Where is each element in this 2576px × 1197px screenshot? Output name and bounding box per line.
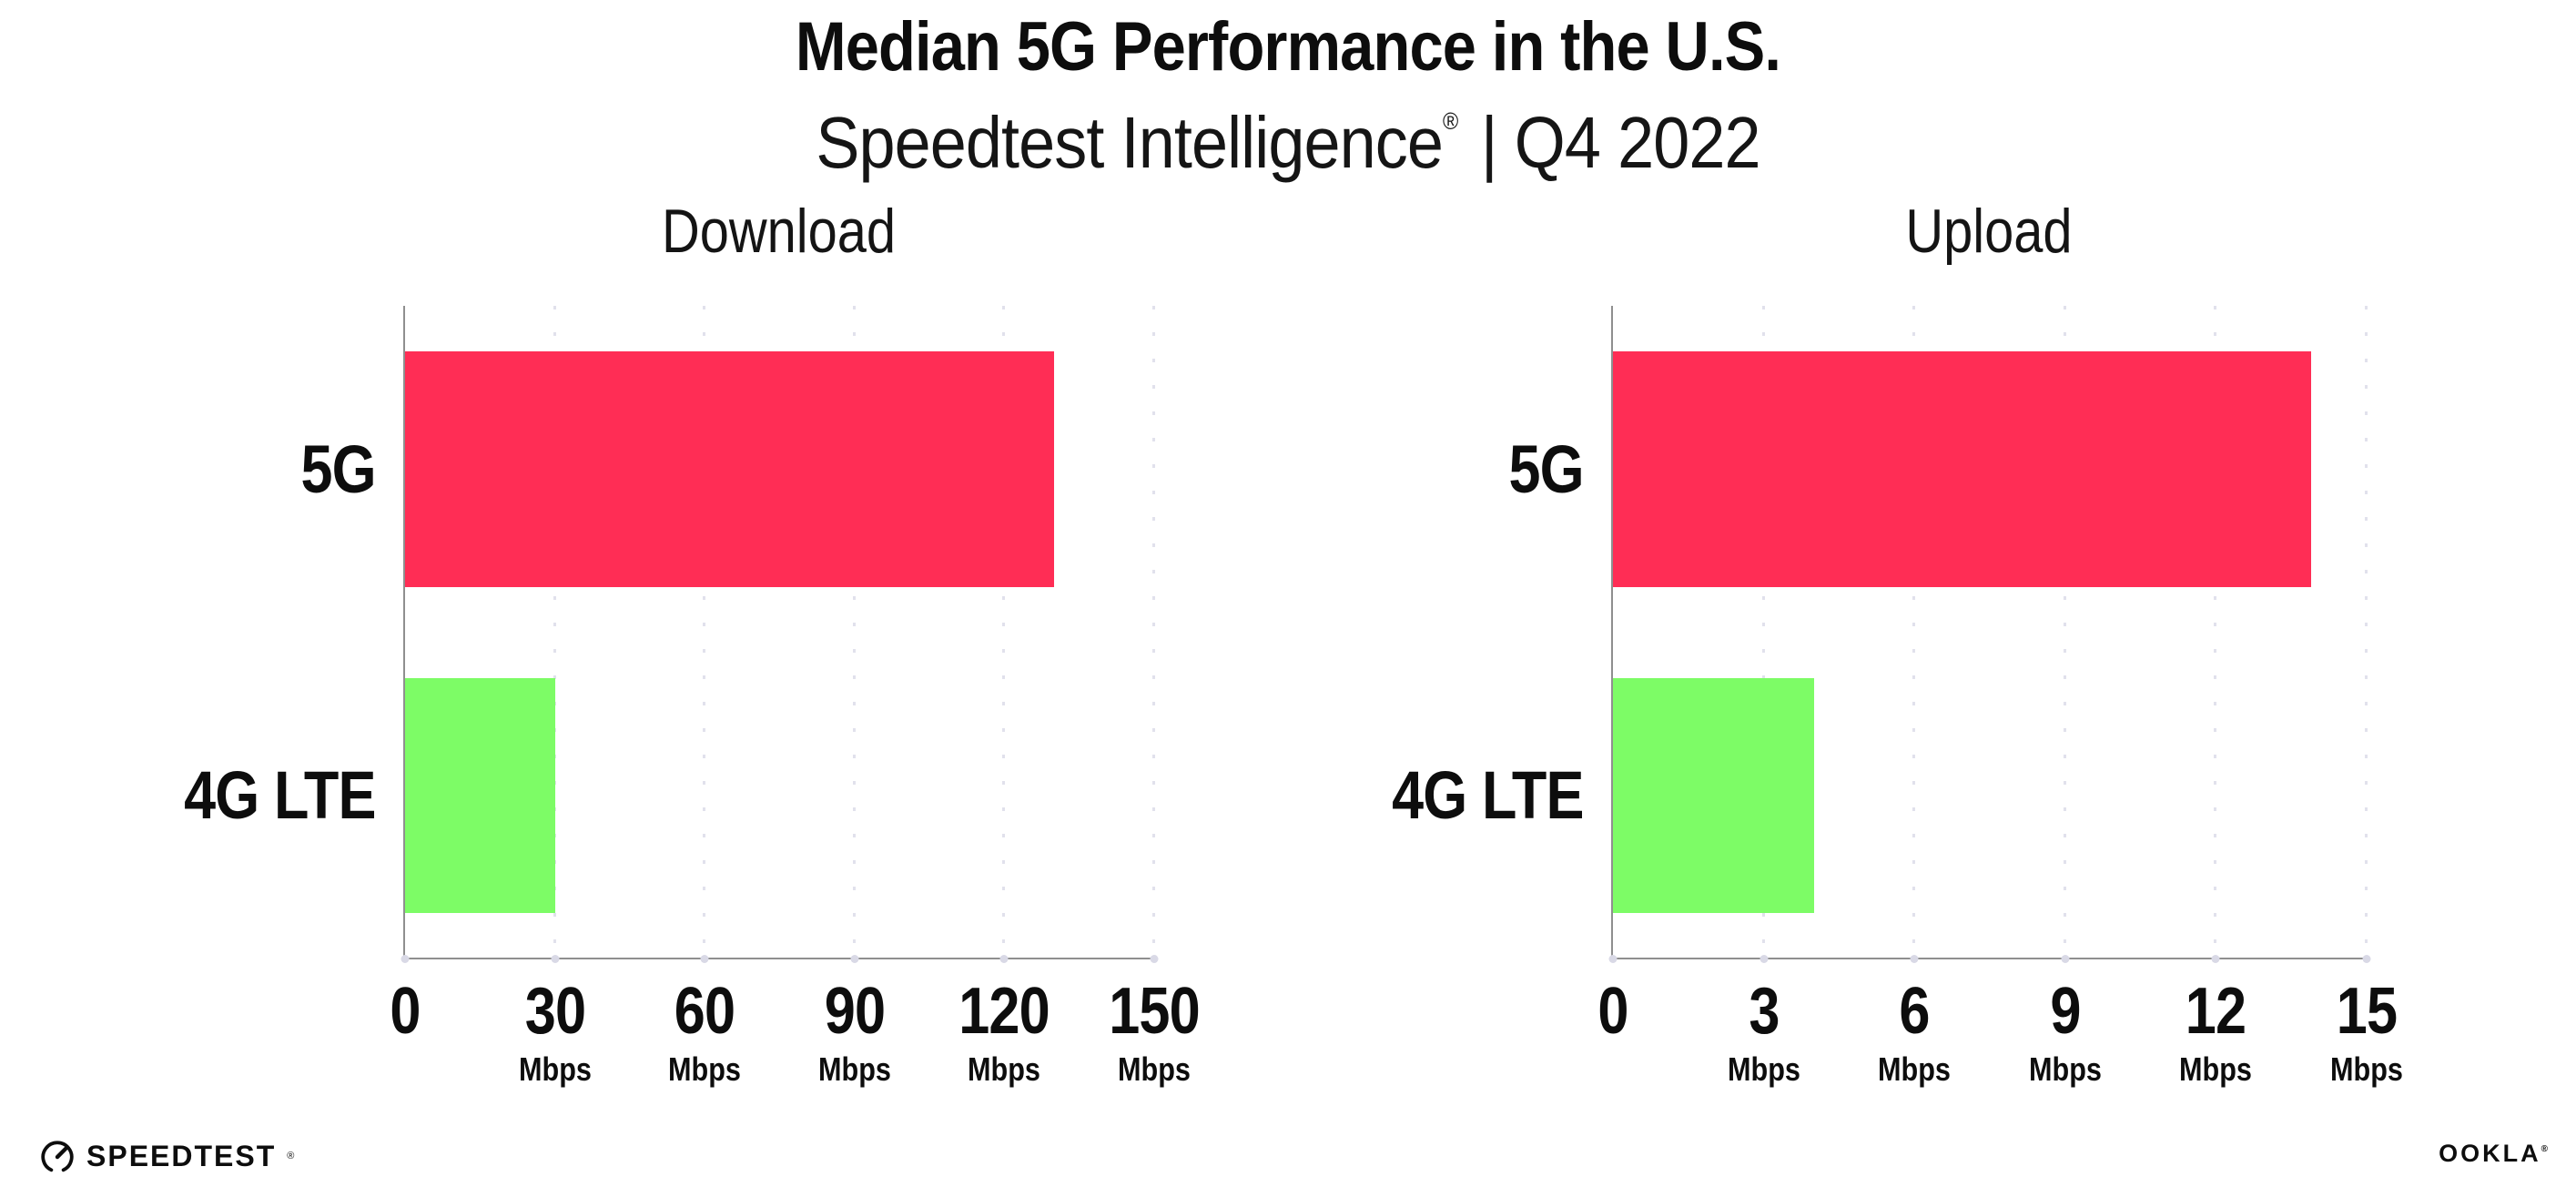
- x-tick-label: 15 Mbps: [2330, 979, 2403, 1086]
- tick-unit: Mbps: [1878, 1050, 1952, 1088]
- tick-value: 90: [824, 975, 886, 1048]
- tick-value: 3: [1748, 975, 1780, 1048]
- tick-value: 15: [2336, 975, 2398, 1048]
- speedtest-logo: SPEEDTEST ®: [38, 1134, 294, 1178]
- axis-tick-dot: [401, 955, 410, 963]
- axis-tick-dot: [700, 955, 709, 963]
- gridline: [852, 306, 856, 958]
- subtitle-brand: Speedtest Intelligence: [816, 102, 1444, 183]
- axis-tick-dot: [2211, 955, 2220, 963]
- tick-unit: Mbps: [1727, 1050, 1800, 1088]
- x-tick-label: 0: [1597, 979, 1628, 1044]
- tick-unit: Mbps: [2330, 1050, 2403, 1088]
- bar-4g-lte: [1613, 678, 1814, 913]
- category-label: 5G: [1508, 431, 1585, 507]
- axis-tick-dot: [1910, 955, 1919, 963]
- gridline: [703, 306, 706, 958]
- axis-tick-dot: [2362, 955, 2371, 963]
- category-label: 4G LTE: [1392, 757, 1585, 833]
- plot-area: 0 30 Mbps 60 Mbps 90 Mbps 120 Mbps 150 Mbps 5G 4G LT…: [185, 306, 1201, 1086]
- axis-tick-dot: [2061, 955, 2070, 963]
- tick-unit: Mbps: [668, 1050, 742, 1088]
- ookla-logo: OOKLA®: [2439, 1141, 2551, 1166]
- axis-tick-dot: [1608, 955, 1618, 963]
- ookla-wordmark: OOKLA: [2439, 1140, 2541, 1167]
- subtitle-period: | Q4 2022: [1480, 102, 1761, 183]
- x-tick-label: 120 Mbps: [959, 979, 1050, 1086]
- tick-value: 60: [674, 975, 735, 1048]
- tick-unit: Mbps: [518, 1050, 592, 1088]
- tick-value: 0: [1597, 975, 1628, 1048]
- registered-mark: ®: [2541, 1144, 2551, 1154]
- gridline: [1761, 306, 1765, 958]
- tick-unit: Mbps: [968, 1050, 1041, 1088]
- tick-value: 12: [2186, 975, 2246, 1048]
- tick-unit: Mbps: [1118, 1050, 1191, 1088]
- bar-5g: [405, 351, 1055, 587]
- tick-value: 0: [390, 975, 421, 1048]
- category-label: 5G: [300, 431, 377, 507]
- tick-value: 6: [1899, 975, 1931, 1048]
- tick-unit: Mbps: [817, 1050, 891, 1088]
- speedtest-gauge-icon: [41, 1141, 74, 1172]
- x-tick-label: 150 Mbps: [1109, 979, 1200, 1086]
- plot-area: 0 3 Mbps 6 Mbps 9 Mbps 12 Mbps 15 Mbps 5G 4G LTE: [1393, 306, 2403, 1086]
- upload-chart: Upload 0 3 Mbps 6 Mbps 9 Mbps 12 Mbps 15 Mbps 5G 4G L…: [1393, 200, 2403, 1086]
- gridline: [1002, 306, 1006, 958]
- tick-value: 150: [1109, 975, 1200, 1048]
- page-subtitle: Speedtest Intelligence® | Q4 2022: [129, 107, 2448, 179]
- x-tick-label: 6 Mbps: [1878, 979, 1951, 1086]
- axis-tick-dot: [1760, 955, 1769, 963]
- tick-value: 30: [524, 975, 585, 1048]
- axis-tick-dot: [551, 955, 560, 963]
- x-tick-label: 3 Mbps: [1728, 979, 1800, 1086]
- axis-tick-dot: [999, 955, 1009, 963]
- bar-5g: [1613, 351, 2312, 587]
- axis-tick-dot: [850, 955, 859, 963]
- chart-title: Download: [661, 197, 897, 266]
- registered-mark: ®: [1443, 107, 1459, 135]
- gridline: [2063, 306, 2066, 958]
- chart-title: Upload: [1905, 197, 2073, 266]
- tick-unit: Mbps: [2179, 1050, 2253, 1088]
- x-tick-label: 9 Mbps: [2029, 979, 2102, 1086]
- gridline: [2365, 306, 2368, 958]
- tick-value: 9: [2050, 975, 2081, 1048]
- gridline: [1912, 306, 1916, 958]
- tick-unit: Mbps: [2028, 1050, 2102, 1088]
- x-tick-label: 0: [390, 975, 421, 1048]
- x-tick-label: 12 Mbps: [2179, 979, 2252, 1086]
- speedtest-wordmark: SPEEDTEST: [86, 1140, 277, 1172]
- gridline: [553, 306, 556, 958]
- gridline: [2214, 306, 2217, 958]
- x-tick-label: 60 Mbps: [668, 979, 741, 1086]
- bar-4g-lte: [405, 678, 555, 913]
- registered-mark: ®: [287, 1151, 295, 1161]
- tick-value: 120: [958, 975, 1050, 1048]
- gridline: [1152, 306, 1155, 958]
- x-tick-label: 30 Mbps: [519, 979, 592, 1086]
- page-title: Median 5G Performance in the U.S.: [795, 8, 1781, 86]
- axis-tick-dot: [1150, 955, 1159, 963]
- category-label: 4G LTE: [184, 757, 377, 833]
- download-chart: Download 0 30 Mbps 60 Mbps 90 Mbps 120 Mbps 150 Mbp…: [185, 200, 1201, 1086]
- x-tick-label: 90 Mbps: [818, 979, 891, 1086]
